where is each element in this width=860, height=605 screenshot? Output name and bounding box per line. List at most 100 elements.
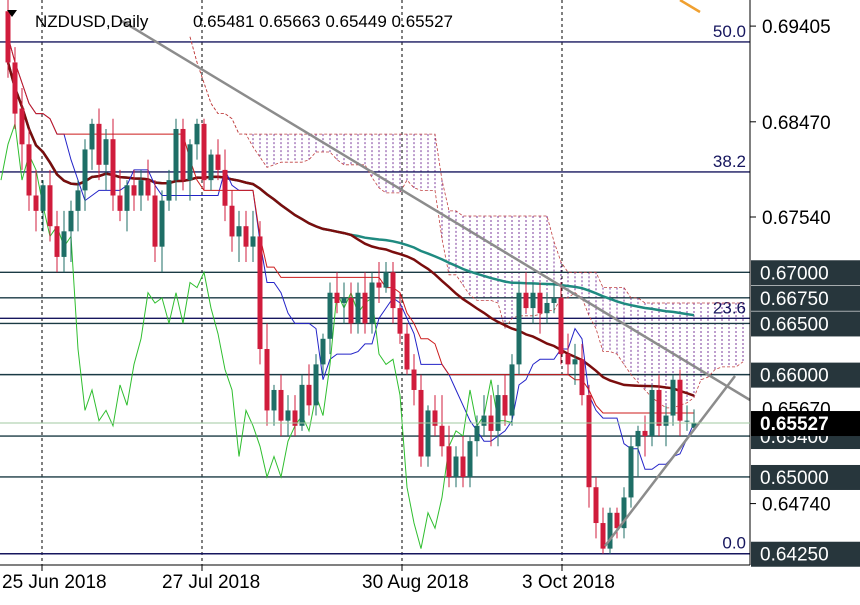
fib-label: 50.0	[713, 22, 746, 41]
candle-body	[173, 128, 179, 181]
price-axis: 0.69405 0.68470 0.67540 0.64740 0.67000 0.667…	[0, 17, 860, 567]
chikou-line	[0, 123, 513, 549]
candle-body	[502, 395, 508, 416]
candle-body	[628, 446, 634, 498]
candle-body	[40, 185, 46, 211]
tenkan-line	[7, 36, 695, 470]
candle-body	[481, 415, 487, 426]
candle-body	[96, 123, 102, 165]
candle-body	[194, 123, 200, 145]
candle-body	[523, 292, 529, 309]
candle-body	[26, 144, 32, 196]
candle-body	[558, 297, 564, 355]
candle-body	[663, 415, 669, 426]
candle-body	[327, 292, 333, 339]
ichimoku-cloud	[252, 134, 744, 408]
candle-body	[621, 497, 627, 529]
candle-body	[229, 205, 235, 237]
time-label: 27 Jul 2018	[162, 572, 260, 593]
vertical-grid	[41, 0, 563, 565]
ohlc-values: 0.65481 0.65663 0.65449 0.65527	[193, 12, 453, 31]
candle-body	[656, 389, 662, 426]
level-box	[751, 260, 860, 286]
level-box-label: 0.64250	[760, 545, 829, 566]
candles	[5, 0, 697, 554]
candle-body	[33, 195, 39, 211]
candle-body	[579, 359, 585, 396]
candle-body	[138, 180, 144, 196]
down-trendline	[119, 18, 751, 402]
candle-body	[222, 169, 228, 206]
candle-body	[89, 123, 95, 150]
candle-body	[243, 226, 249, 247]
orange-line	[679, 0, 701, 14]
candle-body	[495, 395, 501, 431]
chart-header: NZDUSD,Daily 0.65481 0.65663 0.65449 0.6…	[7, 10, 453, 31]
candle-body	[670, 379, 676, 416]
candle-body	[271, 389, 277, 411]
candle-body	[467, 441, 473, 477]
triangle-down-icon	[7, 10, 17, 17]
candle-body	[82, 149, 88, 191]
candle-body	[320, 338, 326, 365]
candle-body	[572, 359, 578, 365]
candle-body	[411, 369, 417, 390]
candle-body	[159, 200, 165, 247]
candle-body	[250, 236, 256, 247]
candle-body	[103, 139, 109, 165]
candle-body	[110, 139, 116, 196]
candle-body	[355, 292, 361, 324]
symbol-period: NZDUSD,Daily	[35, 12, 149, 31]
candle-body	[187, 144, 193, 181]
level-box-label: 0.66750	[760, 289, 829, 310]
candle-body	[390, 272, 396, 309]
candle-body	[397, 308, 403, 334]
candle-body	[5, 11, 11, 63]
time-label: 25 Jun 2018	[2, 572, 107, 593]
candle-body	[677, 379, 683, 421]
candle-body	[68, 210, 74, 232]
level-box	[751, 311, 860, 337]
candle-body	[439, 425, 445, 447]
candle-body	[236, 226, 242, 237]
axis-label: 0.67540	[762, 208, 831, 229]
candle-body	[614, 512, 620, 529]
candle-body	[285, 410, 291, 421]
level-box-label: 0.65000	[760, 468, 829, 489]
candle-body	[12, 62, 18, 114]
candle-body	[215, 154, 221, 170]
candle-body	[635, 430, 641, 447]
candle-body	[278, 389, 284, 421]
candle-body	[544, 302, 550, 314]
level-box	[751, 362, 860, 388]
candle-body	[474, 425, 480, 442]
candle-body	[460, 456, 466, 477]
candle-body	[75, 190, 81, 211]
candle-body	[166, 180, 172, 201]
candle-body	[642, 430, 648, 437]
axis-label: 0.68470	[762, 113, 831, 134]
level-box	[751, 541, 860, 567]
candle-body	[649, 389, 655, 437]
candle-body	[257, 236, 263, 350]
candle-body	[124, 185, 130, 211]
candle-body	[565, 354, 571, 365]
candle-body	[341, 297, 347, 303]
candle-body	[180, 128, 186, 181]
candle-body	[453, 456, 459, 477]
candle-body	[551, 297, 557, 303]
candle-body	[334, 292, 340, 303]
trendlines	[119, 0, 751, 547]
moving-average-mid	[6, 62, 695, 397]
candle-body	[201, 123, 207, 181]
candle-body	[432, 410, 438, 426]
current-price-label: 0.65527	[760, 414, 829, 435]
time-axis: 25 Jun 2018 27 Jul 2018 30 Aug 2018 3 Oct 2…	[2, 565, 615, 593]
candle-body	[600, 523, 606, 549]
fib-label: 0.0	[722, 534, 746, 553]
candle-body	[54, 226, 60, 257]
candle-body	[383, 272, 389, 288]
candle-body	[362, 292, 368, 324]
candle-body	[61, 231, 67, 257]
